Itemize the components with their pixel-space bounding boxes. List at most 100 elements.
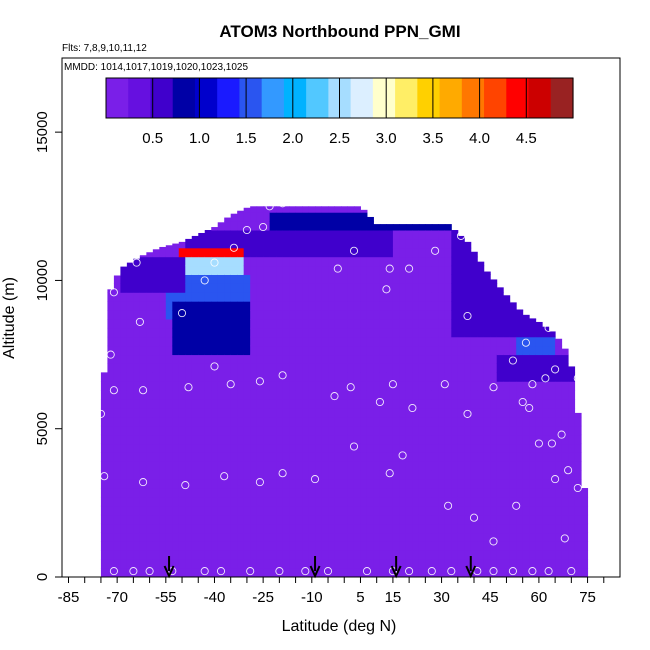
heatmap-cell [185,354,193,364]
heatmap-cell [438,230,446,240]
heatmap-cell [217,372,225,382]
heatmap-cell [217,559,225,569]
heatmap-cell [295,345,303,356]
heatmap-cell [425,363,433,373]
heatmap-cell [204,327,212,338]
heatmap-cell [529,550,537,560]
heatmap-cell [431,505,439,516]
heatmap-cell [451,327,459,338]
heatmap-cell [555,399,563,409]
heatmap-cell [366,238,374,249]
heatmap-cell [438,327,446,338]
heatmap-cell [243,514,251,525]
heatmap-cell [295,541,303,551]
heatmap-cell [152,381,160,391]
heatmap-cell [230,550,238,560]
heatmap-cell [431,283,439,293]
heatmap-cell [159,345,167,356]
heatmap-cell [334,372,342,382]
heatmap-cell [516,523,524,534]
heatmap-cell [392,247,400,258]
heatmap-cell [126,390,134,400]
heatmap-cell [392,354,400,364]
heatmap-cell [243,221,251,231]
heatmap-cell [516,363,524,373]
colorbar-swatch [417,78,441,118]
heatmap-cell [353,523,361,534]
heatmap-cell [120,532,128,542]
sample-point [184,383,193,392]
heatmap-cell [360,452,368,462]
heatmap-cell [107,559,115,569]
heatmap-cell [302,238,310,249]
heatmap-cell [490,541,498,551]
heatmap-cell [555,443,563,453]
heatmap-cell [379,247,387,258]
heatmap-cell [198,372,206,382]
heatmap-cell [237,416,245,427]
heatmap-cell [470,443,478,453]
heatmap-cell [256,336,264,347]
heatmap-cell [172,310,180,320]
heatmap-cell [295,212,303,222]
heatmap-cell [412,479,420,489]
colorbar-swatch [194,78,218,118]
heatmap-cell [250,265,258,275]
heatmap-cell [185,541,193,551]
heatmap-cell [581,550,589,560]
heatmap-cell [399,381,407,391]
heatmap-cell [276,345,284,356]
heatmap-cell [328,425,336,436]
heatmap-cell [204,354,212,364]
heatmap-cell [191,354,199,364]
heatmap-cell [373,363,381,373]
heatmap-cell [250,212,258,222]
heatmap-cell [165,345,173,356]
heatmap-cell [347,523,355,534]
heatmap-cell [483,559,491,569]
heatmap-cell [373,443,381,453]
heatmap-cell [379,532,387,542]
heatmap-cell [328,345,336,356]
heatmap-cell [574,434,582,445]
heatmap-cell [431,559,439,569]
heatmap-cell [126,461,134,471]
heatmap-cell [399,425,407,436]
sample-point [362,567,372,576]
heatmap-cell [464,559,472,569]
heatmap-cell [503,301,511,311]
heatmap-cell [217,532,225,542]
heatmap-cell [366,496,374,507]
heatmap-cell [425,443,433,453]
heatmap-cell [133,283,141,293]
heatmap-cell [243,363,251,373]
heatmap-cell [100,399,108,409]
heatmap-cell [496,470,504,480]
heatmap-cell [328,206,336,213]
heatmap-cell [574,443,582,453]
heatmap-cell [100,479,108,489]
heatmap-cell [295,206,303,213]
heatmap-cell [152,488,160,498]
heatmap-cell [535,354,543,364]
heatmap-cell [444,505,452,516]
heatmap-cell [263,363,271,373]
heatmap-cell [548,425,556,436]
heatmap-cell [224,327,232,338]
heatmap-cell [269,390,277,400]
heatmap-cell [431,247,439,258]
heatmap-cell [418,354,426,364]
heatmap-cell [211,363,219,373]
heatmap-cell [165,336,173,347]
heatmap-cell [412,505,420,516]
heatmap-cell [418,265,426,275]
heatmap-cell [126,559,134,569]
heatmap-cell [152,559,160,569]
heatmap-cell [302,230,310,240]
heatmap-cell [509,461,517,471]
heatmap-cell [126,514,134,525]
heatmap-cell [321,301,329,311]
heatmap-cell [237,354,245,364]
heatmap-cell [425,224,433,231]
heatmap-cell [353,318,361,329]
